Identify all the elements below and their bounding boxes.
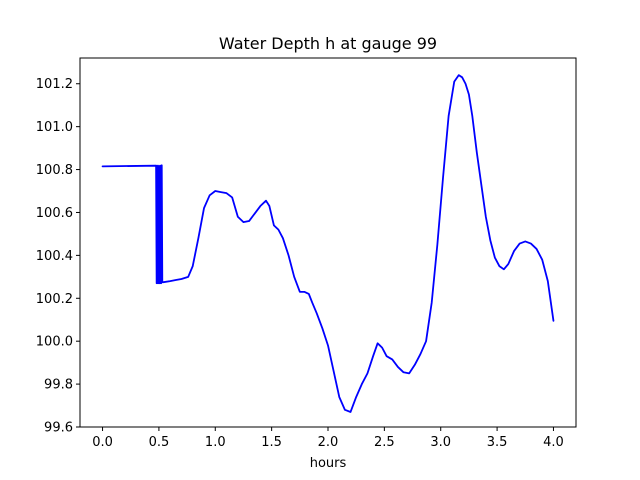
y-tick-label: 101.2	[36, 77, 73, 92]
y-tick-label: 99.8	[44, 378, 73, 393]
y-tick-label: 100.8	[36, 163, 73, 178]
y-tick-label: 100.6	[36, 206, 73, 221]
y-tick-label: 101.0	[36, 120, 73, 135]
y-tick-label: 100.4	[36, 249, 73, 264]
x-tick-label: 3.5	[487, 435, 508, 450]
x-tick-label: 3.0	[430, 435, 451, 450]
plot-area	[80, 58, 576, 427]
y-tick-label: 100.0	[36, 335, 73, 350]
x-tick-label: 0.5	[149, 435, 170, 450]
y-tick-label: 99.6	[44, 421, 73, 436]
plot-frame	[79, 57, 577, 428]
x-tick-label: 2.5	[374, 435, 395, 450]
series-layer	[101, 74, 555, 413]
series-line-0	[101, 74, 555, 413]
x-tick-label: 4.0	[543, 435, 564, 450]
x-tick-label: 2.0	[318, 435, 339, 450]
y-tick-label: 100.2	[36, 292, 73, 307]
x-tick-label: 1.5	[261, 435, 282, 450]
x-axis-ticks: 0.0 0.5 1.0 1.5 2.0 2.5 3.0 3.5 4.0	[92, 427, 564, 450]
x-axis-label: hours	[310, 456, 347, 471]
chart-title: Water Depth h at gauge 99	[219, 34, 437, 53]
x-tick-label: 1.0	[205, 435, 226, 450]
x-tick-label: 0.0	[92, 435, 113, 450]
y-axis-ticks: 99.6 99.8 100.0 100.2 100.4 100.6 100.8 101.0 10…	[36, 77, 80, 436]
